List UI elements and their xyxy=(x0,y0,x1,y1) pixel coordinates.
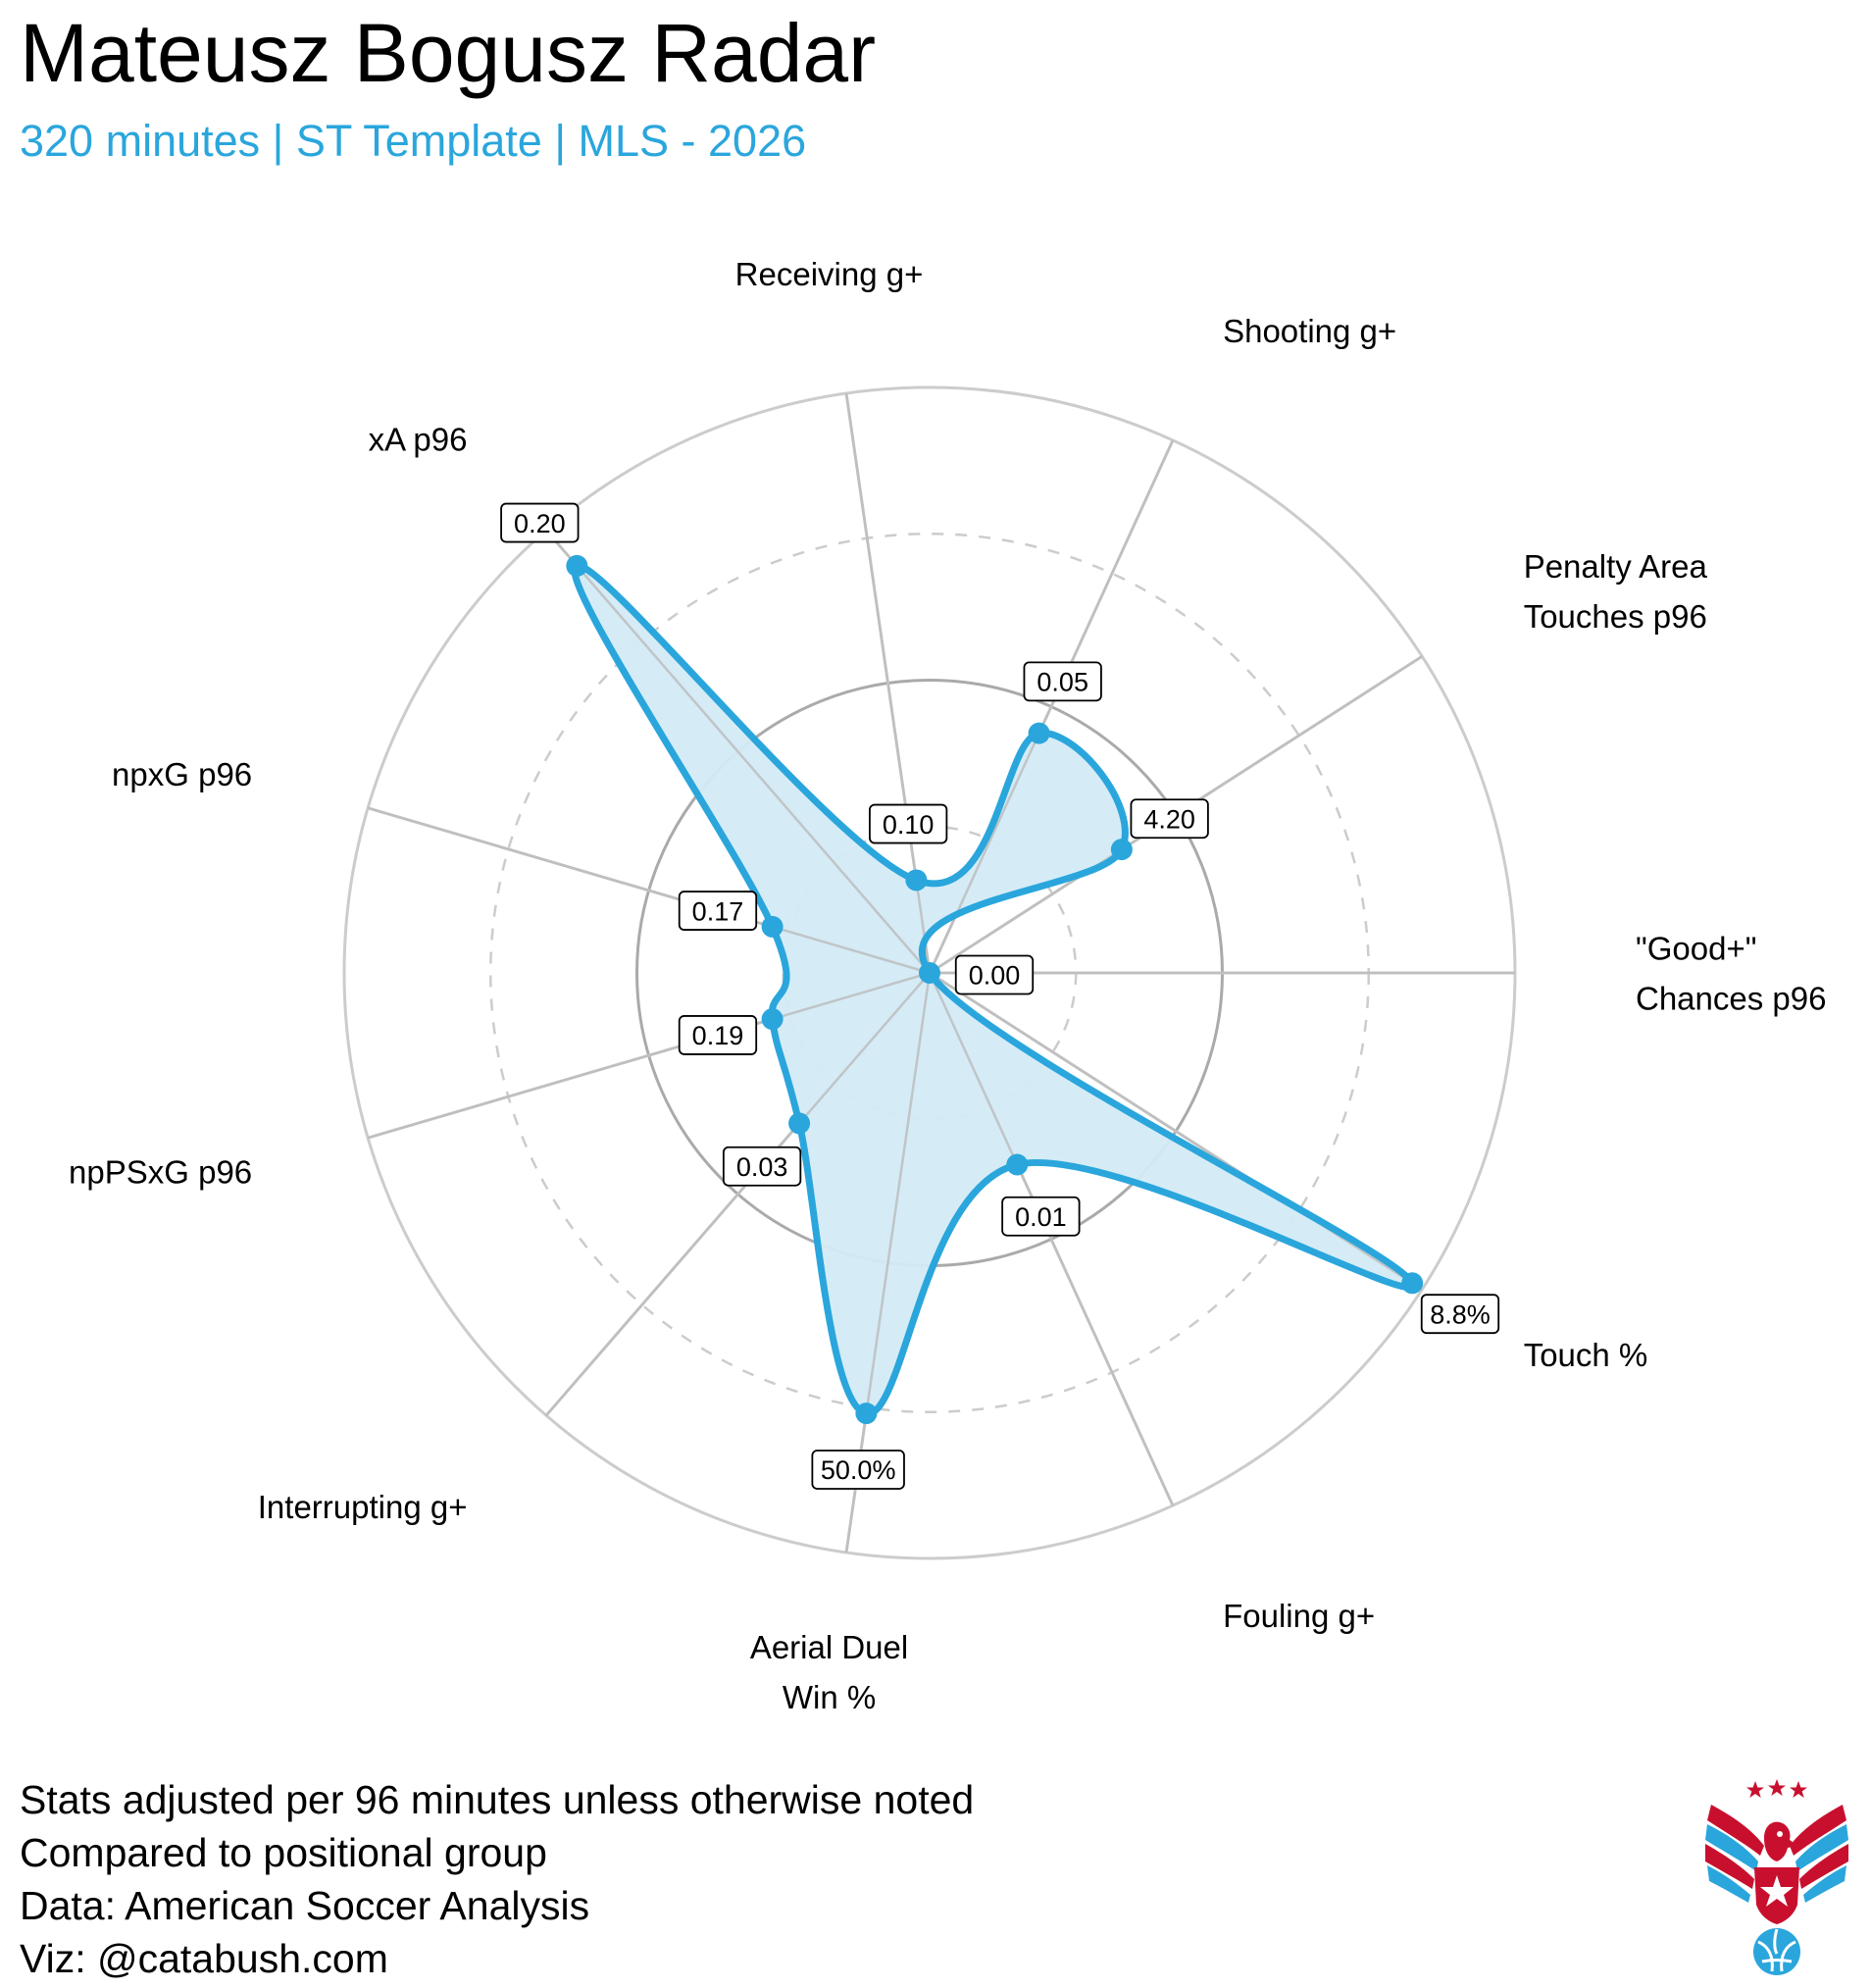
axis-label: Interrupting g+ xyxy=(258,1489,468,1525)
value-label: 50.0% xyxy=(821,1455,896,1485)
value-label: 0.00 xyxy=(969,961,1021,991)
axis-label-line: Fouling g+ xyxy=(1223,1598,1375,1634)
value-label: 0.19 xyxy=(692,1021,744,1050)
data-point xyxy=(1401,1272,1424,1295)
value-label: 0.17 xyxy=(692,896,744,926)
value-label-box xyxy=(722,1146,802,1187)
axis-label: Aerial Duel Win % xyxy=(750,1629,908,1715)
stars-icon xyxy=(1746,1779,1807,1798)
value-label-box xyxy=(869,803,948,844)
value-label: 0.03 xyxy=(736,1152,788,1182)
value-label: 4.20 xyxy=(1143,804,1195,834)
axis-label: npPSxG p96 xyxy=(69,1154,252,1191)
axis-label-line: Shooting g+ xyxy=(1223,313,1396,349)
radar-area xyxy=(574,565,1413,1414)
eagle-head-icon xyxy=(1764,1821,1797,1861)
axis-label: Touch % xyxy=(1524,1337,1648,1373)
footer-line-adjusted: Stats adjusted per 96 minutes unless oth… xyxy=(20,1777,975,1822)
axis-spoke-overlay xyxy=(545,529,931,974)
axis-label: npxG p96 xyxy=(112,756,252,792)
footer-line-data-source: Data: American Soccer Analysis xyxy=(20,1883,590,1928)
axis-spoke-overlay xyxy=(367,971,931,1140)
axis-label: Penalty Area Touches p96 xyxy=(1524,548,1708,635)
axis-spoke-overlay xyxy=(928,439,1175,974)
data-point xyxy=(788,1112,811,1135)
value-label: 0.05 xyxy=(1037,668,1088,697)
axis-spoke-overlay xyxy=(545,972,931,1417)
wings-icon xyxy=(1705,1805,1848,1903)
footer-notes: Stats adjusted per 96 minutes unless oth… xyxy=(20,1773,974,1985)
data-point xyxy=(566,554,588,577)
data-point xyxy=(1006,1153,1029,1176)
data-point xyxy=(919,962,940,984)
axis-label-line: npxG p96 xyxy=(112,756,252,792)
value-label: 0.01 xyxy=(1015,1202,1067,1232)
axis-label-line: "Good+" xyxy=(1636,930,1756,966)
axis-label: Receiving g+ xyxy=(735,256,924,292)
axis-label-line: Penalty Area xyxy=(1524,548,1708,585)
data-point xyxy=(761,1008,784,1031)
axis-label-line: Touches p96 xyxy=(1524,598,1707,635)
axis-label-line: Aerial Duel xyxy=(750,1629,908,1665)
value-label-box xyxy=(678,1015,758,1055)
value-label-box xyxy=(678,891,758,931)
data-point xyxy=(1028,722,1050,744)
shield-icon xyxy=(1754,1867,1799,1924)
data-point xyxy=(761,915,784,938)
axis-label-line: Interrupting g+ xyxy=(258,1489,468,1525)
value-label: 0.20 xyxy=(514,509,566,538)
axis-label-line: Receiving g+ xyxy=(735,256,924,292)
data-point xyxy=(905,869,928,892)
axis-label: "Good+" Chances p96 xyxy=(1636,930,1826,1016)
data-point xyxy=(855,1402,878,1425)
axis-label: Shooting g+ xyxy=(1223,313,1396,349)
axis-spoke-overlay xyxy=(929,971,1423,1291)
axis-label-line: xA p96 xyxy=(369,422,468,458)
chart-subtitle: 320 minutes | ST Template | MLS - 2026 xyxy=(20,116,807,166)
footer-line-compared: Compared to positional group xyxy=(20,1830,547,1875)
axis-label-line: Chances p96 xyxy=(1636,980,1826,1016)
axis-label: xA p96 xyxy=(369,422,468,458)
value-label-box xyxy=(1420,1294,1500,1335)
axis-spoke-overlay xyxy=(367,806,931,975)
soccer-ball-icon xyxy=(1753,1928,1800,1975)
value-label-box xyxy=(954,954,1035,995)
axis-label-line: Touch % xyxy=(1524,1337,1648,1373)
radar-labels: 0.00 4.20 0.05 0.10 0.20 0.17 0.19 0.03 50.0% 0.0… xyxy=(69,256,1826,1715)
chart-title: Mateusz Bogusz Radar xyxy=(20,7,877,99)
footer-line-viz-credit: Viz: @catabush.com xyxy=(20,1936,388,1981)
axis-spoke-overlay xyxy=(928,972,1175,1506)
axis-label-line: npPSxG p96 xyxy=(69,1154,252,1191)
radar-data xyxy=(367,392,1515,1554)
axis-label: Fouling g+ xyxy=(1223,1598,1375,1634)
value-label-box xyxy=(1130,798,1209,840)
axis-label-line: Win % xyxy=(783,1679,876,1715)
value-label-box xyxy=(811,1450,905,1490)
value-label: 0.10 xyxy=(883,810,935,840)
value-label-box xyxy=(500,502,580,543)
value-label-box xyxy=(1001,1196,1081,1237)
value-label-box xyxy=(1023,661,1102,702)
value-label: 8.8% xyxy=(1430,1300,1491,1329)
eagle-soccer-ball-logo xyxy=(1705,1779,1848,1975)
data-point xyxy=(1110,839,1133,861)
